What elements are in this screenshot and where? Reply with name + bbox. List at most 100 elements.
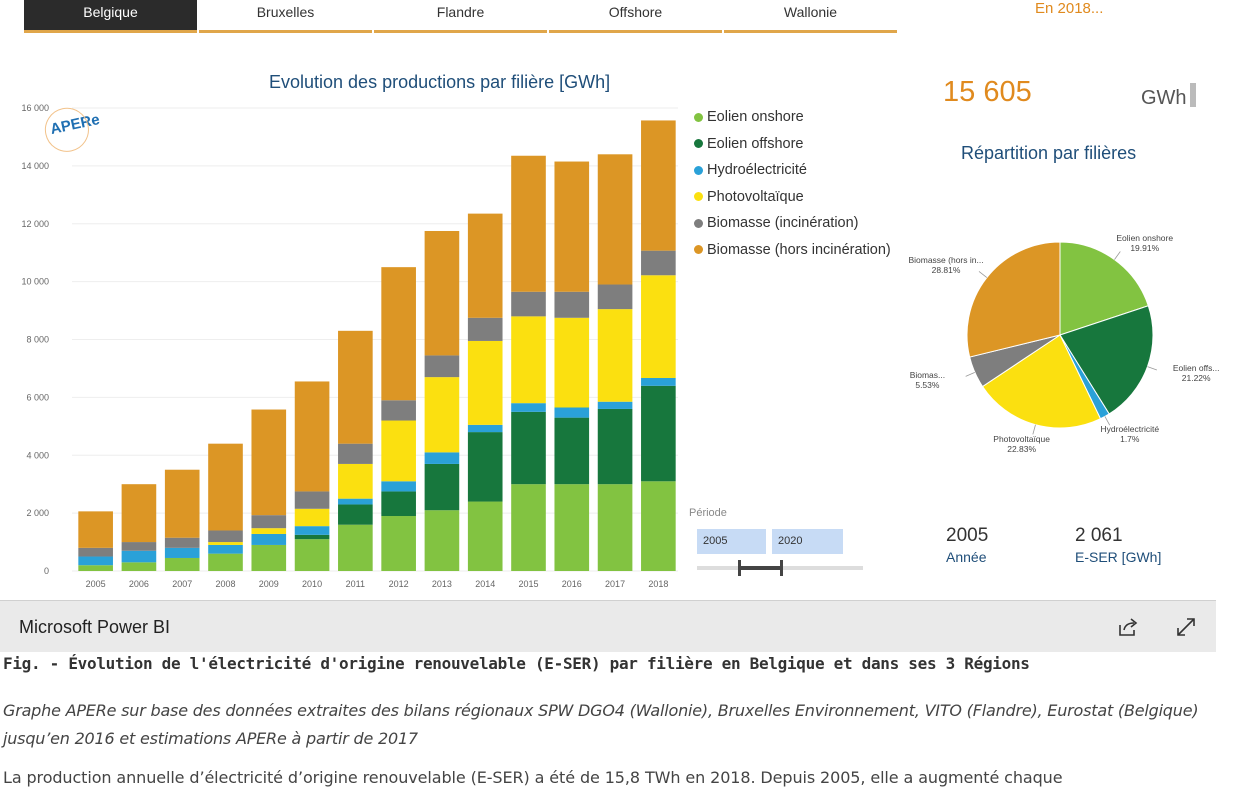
bar-segment[interactable] <box>338 443 373 464</box>
legend-item[interactable]: Photovoltaïque <box>694 184 891 211</box>
bar-segment[interactable] <box>208 542 243 545</box>
share-icon[interactable] <box>1116 615 1140 639</box>
bar-segment[interactable] <box>554 407 590 418</box>
bar-segment[interactable] <box>424 377 460 453</box>
bar-segment[interactable] <box>164 469 200 538</box>
bar-segment[interactable] <box>381 267 416 401</box>
bar-segment[interactable] <box>641 120 676 251</box>
bar-segment[interactable] <box>78 547 113 557</box>
pie-slice[interactable] <box>1059 305 1154 415</box>
tab-belgique[interactable]: Belgique <box>24 0 197 33</box>
bar-segment[interactable] <box>597 408 633 485</box>
bar-segment[interactable] <box>641 275 676 378</box>
legend-item[interactable]: Hydroélectricité <box>694 157 891 184</box>
pie-slice[interactable] <box>981 334 1102 429</box>
bar-segment[interactable] <box>78 565 113 571</box>
bar-segment[interactable] <box>554 291 590 318</box>
bar-segment[interactable] <box>467 317 503 341</box>
bar-segment[interactable] <box>121 550 157 563</box>
bar-segment[interactable] <box>467 213 503 318</box>
pie-slice[interactable] <box>966 241 1061 358</box>
tab-wallonie[interactable]: Wallonie <box>724 0 897 33</box>
bar-segment[interactable] <box>294 508 330 527</box>
bar-segment[interactable] <box>424 355 460 378</box>
bar-segment[interactable] <box>338 330 373 444</box>
bar-segment[interactable] <box>251 528 287 534</box>
bar-segment[interactable] <box>381 491 416 517</box>
bar-segment[interactable] <box>511 484 546 571</box>
bar-segment[interactable] <box>251 409 287 516</box>
bar-segment[interactable] <box>294 381 330 492</box>
period-start-input[interactable]: 2005 <box>697 529 766 554</box>
bar-segment[interactable] <box>251 533 287 545</box>
bar-segment[interactable] <box>641 385 676 482</box>
bar-segment[interactable] <box>294 526 330 535</box>
bar-segment[interactable] <box>597 309 633 402</box>
bar-segment[interactable] <box>338 524 373 571</box>
bar-segment[interactable] <box>641 377 676 386</box>
bar-segment[interactable] <box>164 547 200 558</box>
bar-segment[interactable] <box>208 443 243 531</box>
bar-segment[interactable] <box>164 557 200 571</box>
bar-segment[interactable] <box>208 544 243 554</box>
bar-segment[interactable] <box>338 463 373 499</box>
bar-segment[interactable] <box>294 491 330 509</box>
tab-bruxelles[interactable]: Bruxelles <box>199 0 372 33</box>
bar-segment[interactable] <box>641 481 676 571</box>
bar-segment[interactable] <box>467 432 503 502</box>
bar-segment[interactable] <box>597 154 633 285</box>
bar-segment[interactable] <box>381 516 416 571</box>
period-end-input[interactable]: 2020 <box>772 529 843 554</box>
bar-segment[interactable] <box>467 340 503 425</box>
bar-segment[interactable] <box>294 539 330 571</box>
legend-item[interactable]: Eolien onshore <box>694 104 891 131</box>
bar-segment[interactable] <box>511 403 546 412</box>
bar-segment[interactable] <box>381 481 416 492</box>
bar-segment[interactable] <box>511 291 546 317</box>
pie-slice-name: Eolien onshore <box>1116 233 1174 244</box>
bar-segment[interactable] <box>294 534 330 540</box>
bar-segment[interactable] <box>78 556 113 566</box>
bar-segment[interactable] <box>208 530 243 543</box>
tab-offshore[interactable]: Offshore <box>549 0 722 33</box>
bar-segment[interactable] <box>78 511 113 548</box>
bar-segment[interactable] <box>554 417 590 485</box>
bar-segment[interactable] <box>338 504 373 525</box>
legend-item[interactable]: Biomasse (incinération) <box>694 210 891 237</box>
bar-segment[interactable] <box>121 484 157 543</box>
bar-segment[interactable] <box>554 317 590 408</box>
bar-segment[interactable] <box>424 230 460 356</box>
bar-segment[interactable] <box>641 250 676 276</box>
bar-segment[interactable] <box>424 463 460 511</box>
period-slider-handle-start[interactable] <box>738 560 741 576</box>
bar-segment[interactable] <box>511 316 546 404</box>
bar-segment[interactable] <box>424 452 460 464</box>
bar-segment[interactable] <box>467 424 503 433</box>
legend-item[interactable]: Biomasse (hors incinération) <box>694 237 891 264</box>
card-scroll-indicator <box>1190 83 1196 107</box>
bar-segment[interactable] <box>381 420 416 482</box>
bar-segment[interactable] <box>511 155 546 292</box>
bar-segment[interactable] <box>597 484 633 571</box>
bar-segment[interactable] <box>511 411 546 485</box>
bar-segment[interactable] <box>338 498 373 505</box>
bar-segment[interactable] <box>121 542 157 551</box>
expand-icon[interactable] <box>1174 615 1198 639</box>
bar-segment[interactable] <box>381 400 416 421</box>
bar-segment[interactable] <box>164 537 200 548</box>
bar-segment[interactable] <box>251 544 287 571</box>
bar-segment[interactable] <box>554 161 590 292</box>
bar-segment[interactable] <box>597 284 633 310</box>
bar-segment[interactable] <box>554 484 590 571</box>
bar-segment[interactable] <box>467 501 503 571</box>
powerbi-link[interactable]: Microsoft Power BI <box>19 617 171 637</box>
pie-slice[interactable] <box>1059 241 1149 336</box>
bar-segment[interactable] <box>251 515 287 529</box>
bar-segment[interactable] <box>208 553 243 571</box>
legend-item[interactable]: Eolien offshore <box>694 131 891 158</box>
bar-segment[interactable] <box>424 510 460 571</box>
period-slider-handle-end[interactable] <box>780 560 783 576</box>
bar-segment[interactable] <box>597 401 633 409</box>
bar-segment[interactable] <box>121 562 157 571</box>
tab-flandre[interactable]: Flandre <box>374 0 547 33</box>
